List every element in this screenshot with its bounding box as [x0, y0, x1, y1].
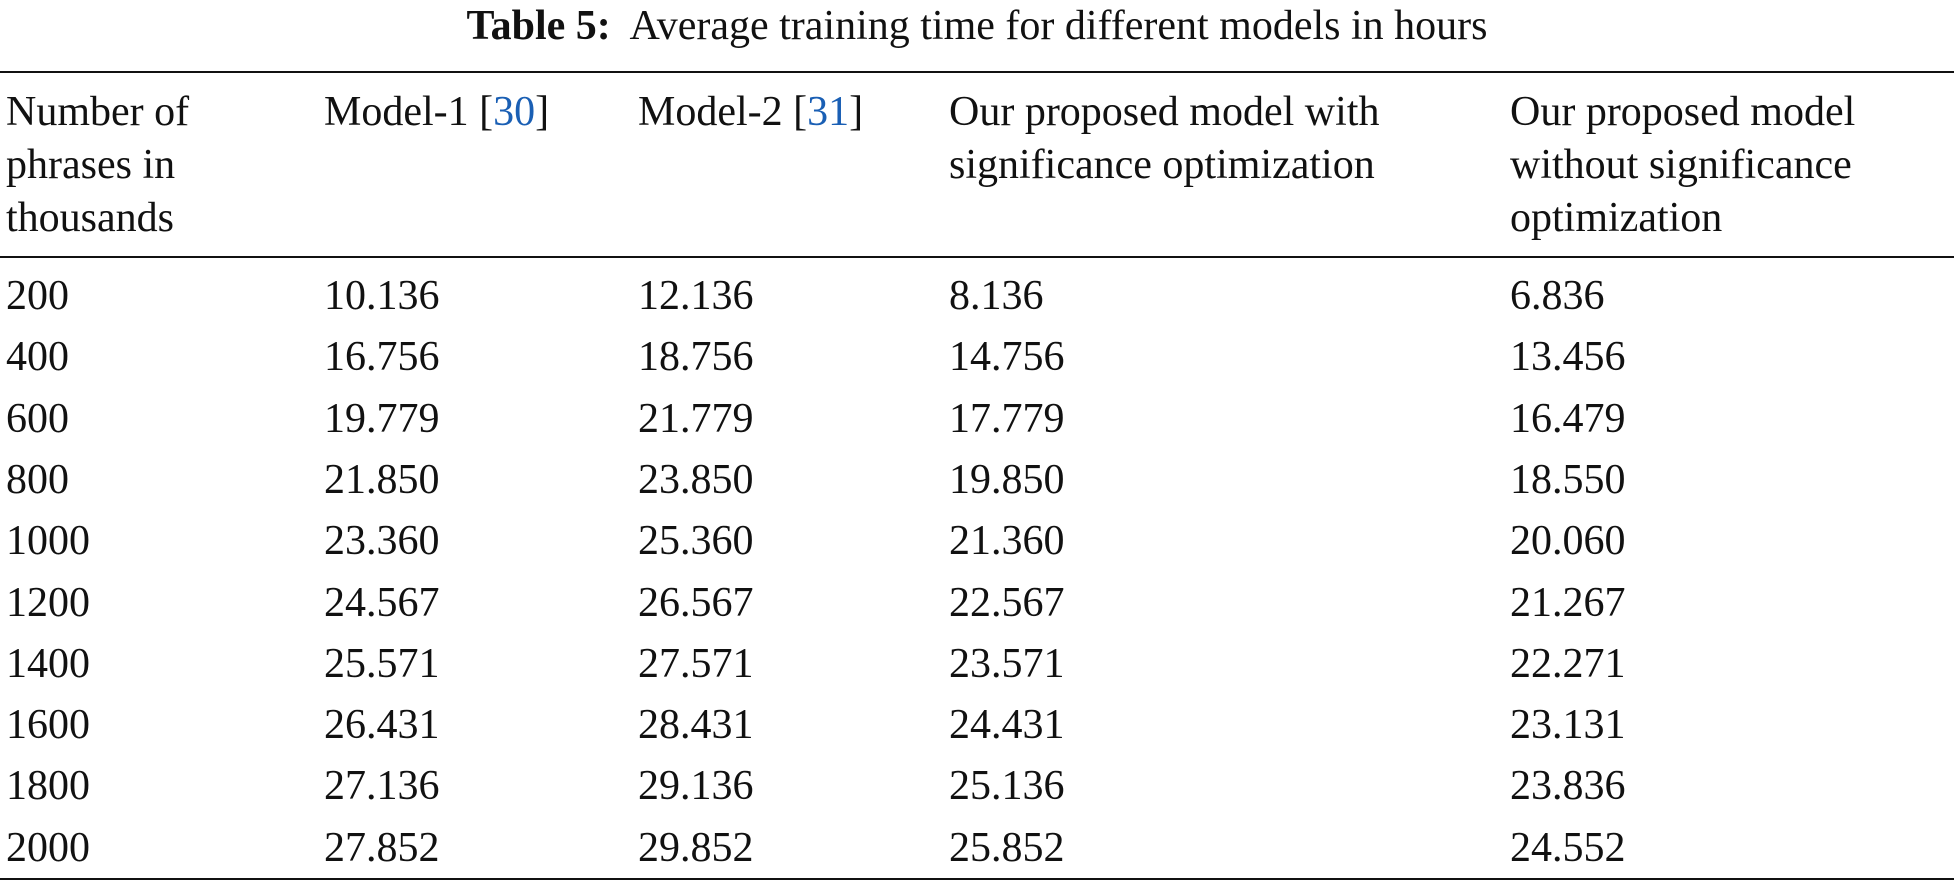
- table-cell: 13.456: [1510, 334, 1626, 381]
- header-cell: thousands: [6, 192, 174, 244]
- table-cell: 18.550: [1510, 456, 1626, 503]
- header-text: phrases in: [6, 142, 176, 188]
- table-cell: 21.779: [638, 395, 754, 442]
- table-cell: 26.567: [638, 579, 754, 626]
- citation: 30: [493, 89, 536, 135]
- row-label: 600: [6, 395, 69, 442]
- header-text: without significance: [1510, 142, 1852, 188]
- table-title: Table 5: Average training time for diffe…: [0, 0, 1954, 52]
- table-cell: 19.850: [949, 456, 1065, 503]
- table-cell: 22.567: [949, 579, 1065, 626]
- table-cell: 25.852: [949, 824, 1065, 871]
- header-rule: [0, 256, 1954, 258]
- header-cell: phrases in: [6, 139, 175, 191]
- header-cell: Our proposed model: [1510, 86, 1855, 138]
- table-caption: Average training time for different mode…: [629, 3, 1488, 49]
- table-cell: 21.850: [324, 456, 440, 503]
- table-cell: 25.360: [638, 518, 754, 565]
- table-cell: 23.360: [324, 518, 440, 565]
- header-cell: Model-2 [31]: [638, 86, 863, 138]
- header-cell: Model-1 [30]: [324, 86, 549, 138]
- row-label: 1200: [6, 579, 90, 626]
- table-cell: 22.271: [1510, 640, 1626, 687]
- top-rule: [0, 71, 1954, 73]
- table-cell: 25.571: [324, 640, 440, 687]
- header-cell: Our proposed model with: [949, 86, 1379, 138]
- row-label: 800: [6, 456, 69, 503]
- table-label: Table 5:: [466, 3, 611, 49]
- header-text: Model-2 [: [638, 89, 808, 135]
- table-cell: 23.850: [638, 456, 754, 503]
- row-label: 400: [6, 334, 69, 381]
- table-cell: 14.756: [949, 334, 1065, 381]
- table-cell: 24.431: [949, 702, 1065, 749]
- header-text: Number of: [6, 89, 190, 135]
- table-cell: 27.571: [638, 640, 754, 687]
- table-cell: 17.779: [949, 395, 1065, 442]
- row-label: 1800: [6, 763, 90, 810]
- table-cell: 26.431: [324, 702, 440, 749]
- table-cell: 27.852: [324, 824, 440, 871]
- table-cell: 24.552: [1510, 824, 1626, 871]
- table-cell: 23.571: [949, 640, 1065, 687]
- table-cell: 18.756: [638, 334, 754, 381]
- table-cell: 8.136: [949, 273, 1044, 319]
- table-cell: 20.060: [1510, 518, 1626, 565]
- table-cell: 28.431: [638, 702, 754, 749]
- header-cell: significance optimization: [949, 139, 1375, 191]
- table-cell: 29.852: [638, 824, 754, 871]
- table-cell: 23.836: [1510, 763, 1626, 810]
- row-label: 1600: [6, 702, 90, 749]
- row-label: 2000: [6, 824, 90, 871]
- header-cell: optimization: [1510, 192, 1722, 244]
- table-cell: 19.779: [324, 395, 440, 442]
- header-cell: Number of: [6, 86, 189, 138]
- bottom-rule: [0, 878, 1954, 880]
- header-text: Model-1 [: [324, 89, 494, 135]
- table-cell: 21.267: [1510, 579, 1626, 626]
- header-text: significance optimization: [949, 142, 1375, 188]
- table-cell: 27.136: [324, 763, 440, 810]
- table-cell: 21.360: [949, 518, 1065, 565]
- row-label: 200: [6, 273, 69, 319]
- table-cell: 10.136: [324, 273, 440, 319]
- row-label: 1400: [6, 640, 90, 687]
- header-text: ]: [535, 89, 550, 135]
- citation: 31: [807, 89, 850, 135]
- table-cell: 6.836: [1510, 273, 1605, 319]
- header-text: optimization: [1510, 195, 1723, 241]
- header-text: ]: [849, 89, 864, 135]
- table-cell: 24.567: [324, 579, 440, 626]
- row-label: 1000: [6, 518, 90, 565]
- header-cell: without significance: [1510, 139, 1852, 191]
- table-cell: 23.131: [1510, 702, 1626, 749]
- table-cell: 29.136: [638, 763, 754, 810]
- table-cell: 16.756: [324, 334, 440, 381]
- table-cell: 12.136: [638, 273, 754, 319]
- header-text: thousands: [6, 195, 174, 241]
- table-cell: 16.479: [1510, 395, 1626, 442]
- table-cell: 25.136: [949, 763, 1065, 810]
- header-text: Our proposed model with: [949, 89, 1380, 135]
- header-text: Our proposed model: [1510, 89, 1856, 135]
